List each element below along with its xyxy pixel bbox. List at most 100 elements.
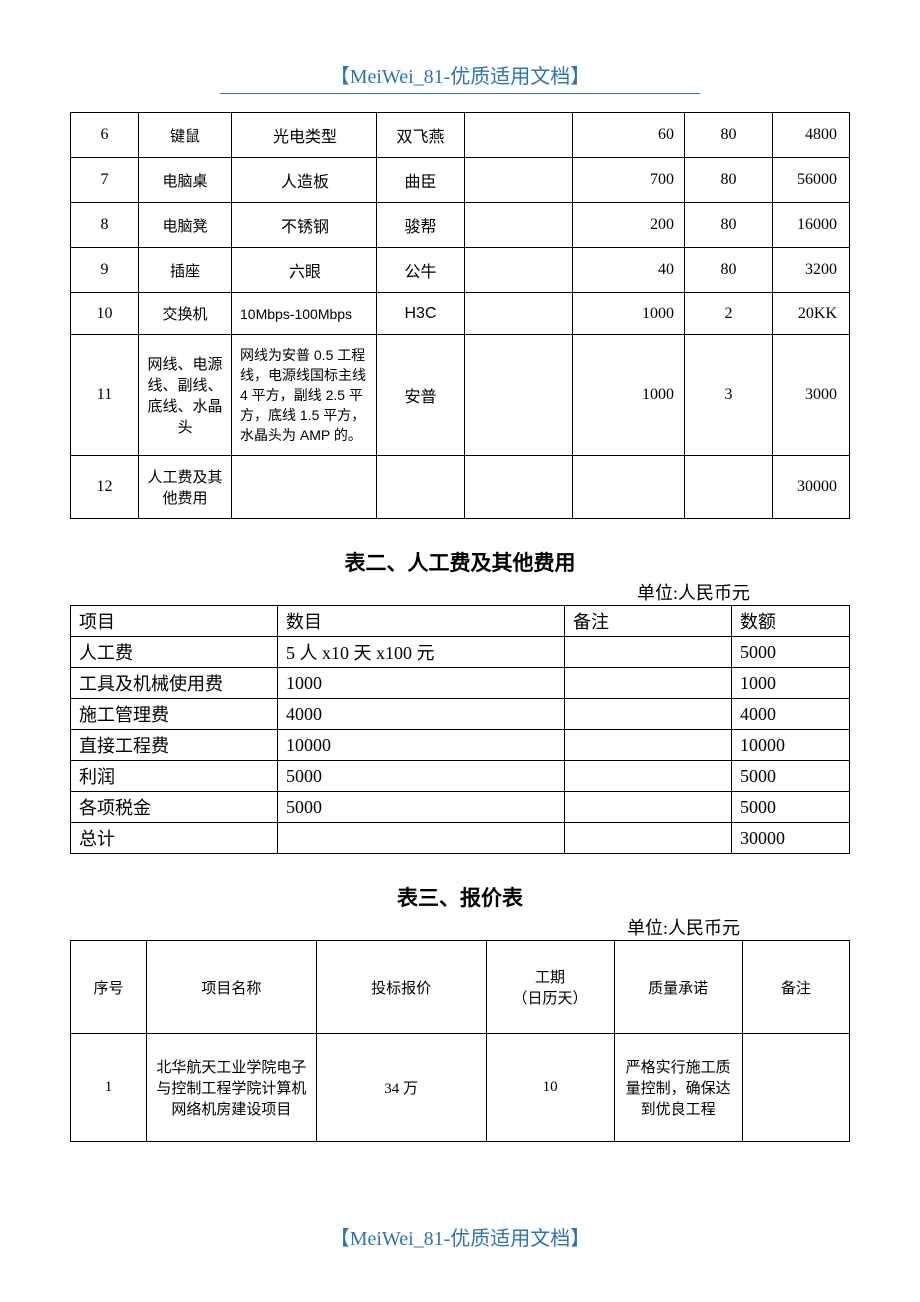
- cell-spec: 不锈钢: [232, 203, 377, 248]
- cell-spec: 10Mbps-100Mbps: [232, 293, 377, 335]
- cell-brand: 曲臣: [377, 158, 465, 203]
- cell-amount: 4000: [732, 699, 850, 730]
- cell-project: 北华航天工业学院电子与控制工程学院计算机网络机房建设项目: [147, 1034, 317, 1142]
- cell-total: 20KK: [773, 293, 850, 335]
- col-header: 备注: [565, 606, 732, 637]
- cell-no: 8: [71, 203, 139, 248]
- col-header: 质量承诺: [614, 941, 742, 1034]
- cell-price: 40: [573, 248, 685, 293]
- quotation-table: 序号 项目名称 投标报价 工期（日历天） 质量承诺 备注 1北华航天工业学院电子…: [70, 940, 850, 1142]
- cell-count: 10000: [278, 730, 565, 761]
- cell-spec: 六眼: [232, 248, 377, 293]
- table-row: 总计30000: [71, 823, 850, 854]
- table-row: 工具及机械使用费10001000: [71, 668, 850, 699]
- cell-item: 直接工程费: [71, 730, 278, 761]
- cell-brand: 公牛: [377, 248, 465, 293]
- cell-blank: [465, 335, 573, 456]
- cell-no: 1: [71, 1034, 147, 1142]
- col-header: 项目: [71, 606, 278, 637]
- cell-count: 4000: [278, 699, 565, 730]
- cell-brand: [377, 456, 465, 519]
- cell-duration: 10: [486, 1034, 614, 1142]
- cell-total: 56000: [773, 158, 850, 203]
- cell-item: 施工管理费: [71, 699, 278, 730]
- cell-blank: [465, 203, 573, 248]
- cell-item: 人工费: [71, 637, 278, 668]
- cell-amount: 5000: [732, 637, 850, 668]
- cell-remark: [565, 761, 732, 792]
- cell-no: 7: [71, 158, 139, 203]
- cell-name: 电脑凳: [139, 203, 232, 248]
- cell-spec: 人造板: [232, 158, 377, 203]
- cell-quality: 严格实行施工质量控制，确保达到优良工程: [614, 1034, 742, 1142]
- cell-spec: 光电类型: [232, 113, 377, 158]
- cell-name: 插座: [139, 248, 232, 293]
- cell-qty: 80: [685, 248, 773, 293]
- cell-remark: [565, 730, 732, 761]
- cell-spec: [232, 456, 377, 519]
- cell-count: 5 人 x10 天 x100 元: [278, 637, 565, 668]
- table2-unit: 单位:人民币元: [70, 579, 850, 605]
- cell-price: 1000: [573, 335, 685, 456]
- cell-total: 3000: [773, 335, 850, 456]
- cell-no: 6: [71, 113, 139, 158]
- cell-name: 交换机: [139, 293, 232, 335]
- table-row: 12人工费及其他费用 30000: [71, 456, 850, 519]
- cell-qty: [685, 456, 773, 519]
- cell-qty: 80: [685, 203, 773, 248]
- cell-no: 9: [71, 248, 139, 293]
- cell-name: 电脑桌: [139, 158, 232, 203]
- cell-remark: [565, 792, 732, 823]
- cell-no: 12: [71, 456, 139, 519]
- cell-count: [278, 823, 565, 854]
- cell-bid: 34 万: [316, 1034, 486, 1142]
- cell-blank: [465, 113, 573, 158]
- cell-price: 200: [573, 203, 685, 248]
- cell-remark: [742, 1034, 849, 1142]
- table-header-row: 项目 数目 备注 数额: [71, 606, 850, 637]
- col-header: 项目名称: [147, 941, 317, 1034]
- table-row: 利润50005000: [71, 761, 850, 792]
- cell-amount: 10000: [732, 730, 850, 761]
- cell-price: 1000: [573, 293, 685, 335]
- cell-total: 4800: [773, 113, 850, 158]
- col-header: 序号: [71, 941, 147, 1034]
- table-row: 10交换机10Mbps-100MbpsH3C1000220KK: [71, 293, 850, 335]
- cell-remark: [565, 668, 732, 699]
- cell-total: 16000: [773, 203, 850, 248]
- table-row: 1北华航天工业学院电子与控制工程学院计算机网络机房建设项目34 万10严格实行施…: [71, 1034, 850, 1142]
- page-header: 【MeiWei_81-优质适用文档】: [220, 60, 700, 94]
- cell-amount: 5000: [732, 761, 850, 792]
- table-row: 8电脑凳不锈钢骏帮 2008016000: [71, 203, 850, 248]
- table-row: 各项税金50005000: [71, 792, 850, 823]
- table-header-row: 序号 项目名称 投标报价 工期（日历天） 质量承诺 备注: [71, 941, 850, 1034]
- col-header: 工期（日历天）: [486, 941, 614, 1034]
- cell-total: 30000: [773, 456, 850, 519]
- cell-price: 60: [573, 113, 685, 158]
- col-header: 备注: [742, 941, 849, 1034]
- equipment-table: 6键鼠光电类型双飞燕608048007电脑桌人造板曲臣70080560008电脑…: [70, 112, 850, 519]
- cell-brand: 骏帮: [377, 203, 465, 248]
- cell-price: [573, 456, 685, 519]
- cell-qty: 80: [685, 158, 773, 203]
- cell-price: 700: [573, 158, 685, 203]
- cell-item: 各项税金: [71, 792, 278, 823]
- col-header: 数额: [732, 606, 850, 637]
- cell-amount: 1000: [732, 668, 850, 699]
- table-row: 11网线、电源线、副线、底线、水晶头网线为安普 0.5 工程线，电源线国标主线 …: [71, 335, 850, 456]
- cell-count: 5000: [278, 761, 565, 792]
- cell-brand: H3C: [377, 293, 465, 335]
- table-row: 人工费5 人 x10 天 x100 元 5000: [71, 637, 850, 668]
- cell-name: 人工费及其他费用: [139, 456, 232, 519]
- cell-remark: [565, 637, 732, 668]
- table-row: 7电脑桌人造板曲臣 7008056000: [71, 158, 850, 203]
- table-row: 施工管理费40004000: [71, 699, 850, 730]
- table-row: 直接工程费1000010000: [71, 730, 850, 761]
- page-footer: 【MeiWei_81-优质适用文档】: [70, 1222, 850, 1251]
- cell-total: 3200: [773, 248, 850, 293]
- table-row: 9插座六眼公牛 40803200: [71, 248, 850, 293]
- cell-item: 工具及机械使用费: [71, 668, 278, 699]
- cell-item: 利润: [71, 761, 278, 792]
- col-header: 投标报价: [316, 941, 486, 1034]
- cell-blank: [465, 248, 573, 293]
